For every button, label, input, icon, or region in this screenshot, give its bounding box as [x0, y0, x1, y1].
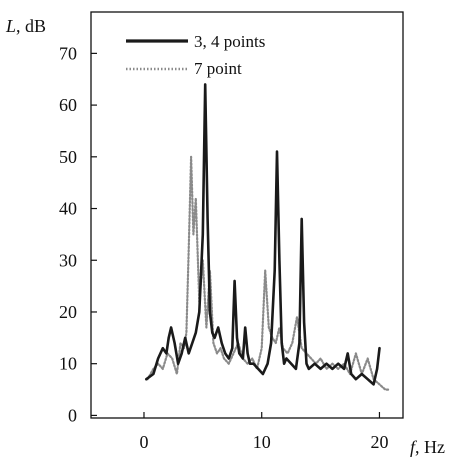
y-axis-title: L, dB: [5, 16, 46, 36]
x-tick-label-0: 0: [139, 432, 148, 452]
x-axis-ticks: 0 10 20: [139, 412, 388, 452]
legend: 3, 4 points 7 point: [126, 32, 265, 78]
legend-label-7-point: 7 point: [194, 59, 242, 78]
legend-label-3-4-points: 3, 4 points: [194, 32, 265, 51]
x-axis-title-unit: , Hz: [415, 437, 445, 457]
x-tick-label-10: 10: [253, 432, 271, 452]
y-tick-label-30: 30: [59, 250, 77, 270]
plot-frame: [90, 11, 404, 419]
y-tick-label-50: 50: [59, 147, 77, 167]
y-tick-label-60: 60: [59, 95, 77, 115]
series-line-3-4-points: [145, 83, 381, 386]
x-axis-title-variable: f: [410, 437, 418, 457]
x-axis-title: f, Hz: [410, 437, 445, 457]
y-tick-label-0: 0: [68, 405, 77, 425]
y-tick-label-70: 70: [59, 43, 77, 63]
y-tick-label-20: 20: [59, 302, 77, 322]
y-axis-ticks: 0 10 20 30 40 50 60 70: [59, 43, 97, 425]
series-layer: [145, 83, 392, 391]
y-axis-title-unit: , dB: [16, 16, 46, 36]
y-tick-label-10: 10: [59, 354, 77, 374]
y-tick-label-40: 40: [59, 199, 77, 219]
y-axis-title-variable: L: [5, 16, 16, 36]
x-tick-label-20: 20: [370, 432, 388, 452]
